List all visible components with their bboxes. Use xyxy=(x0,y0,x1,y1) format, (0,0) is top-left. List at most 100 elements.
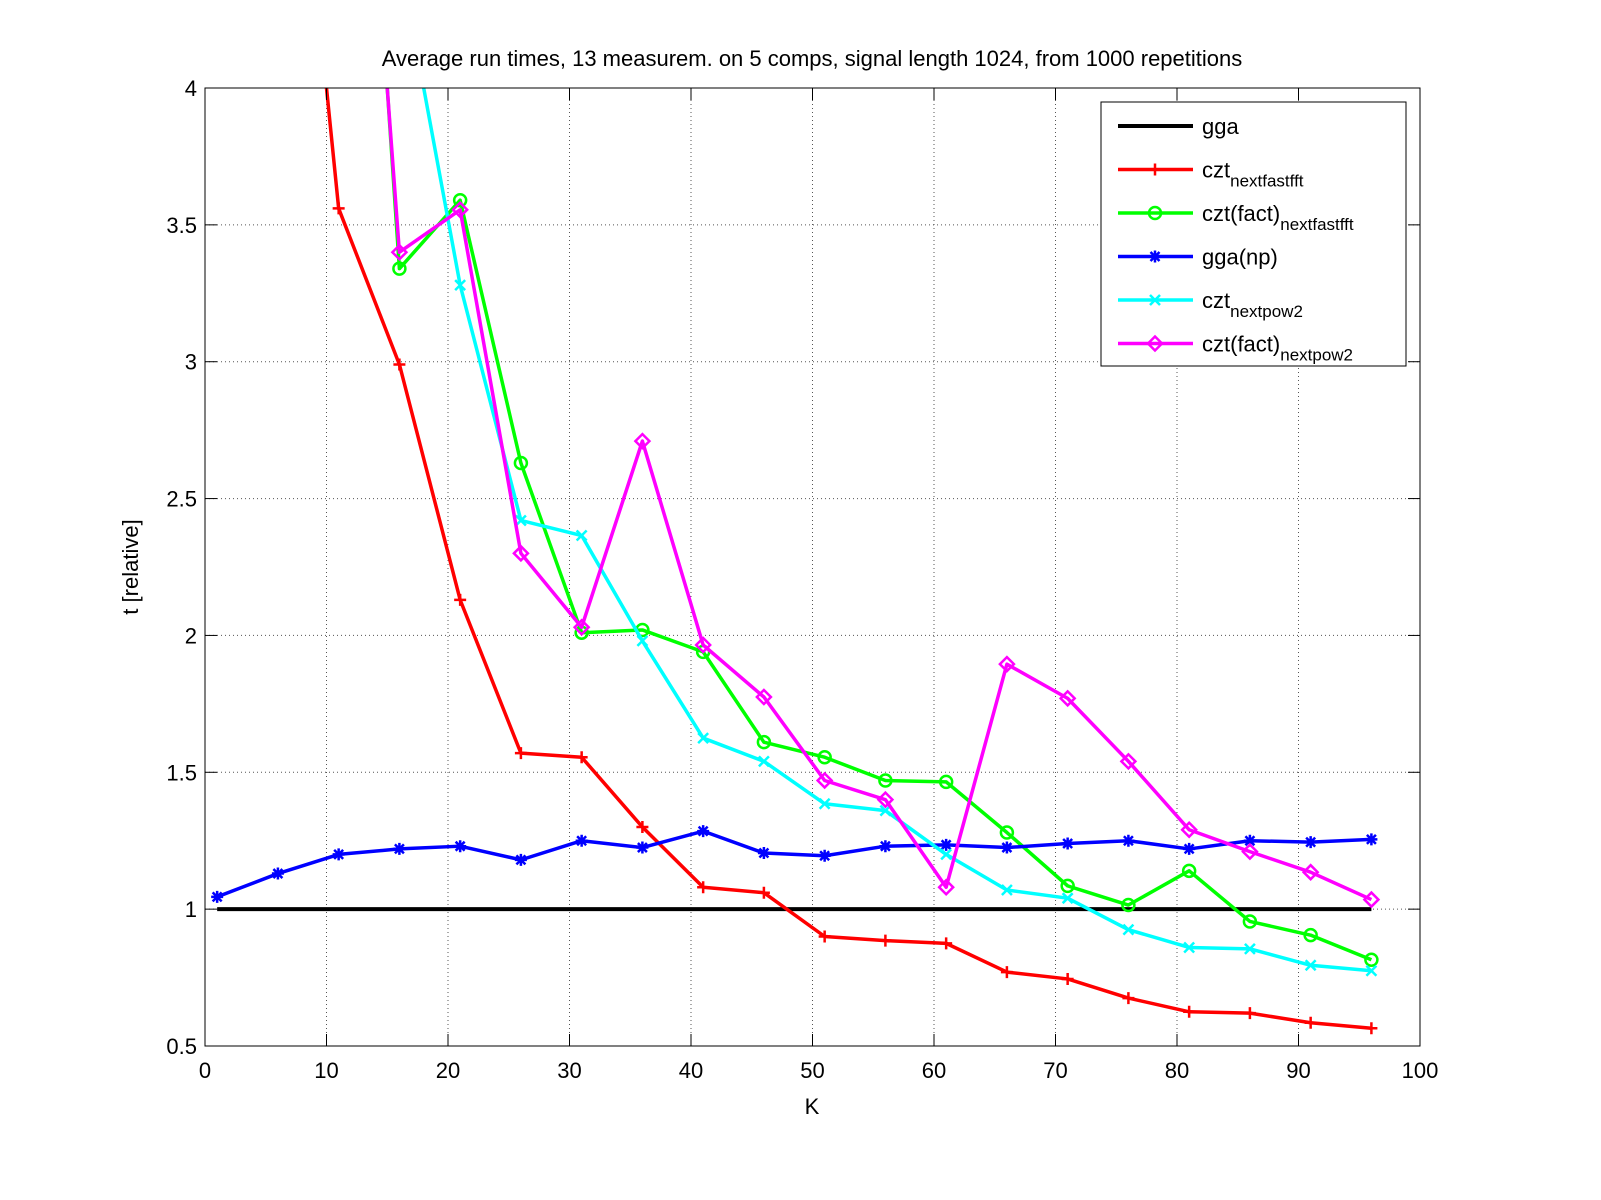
legend-subscript: nextpow2 xyxy=(1280,346,1353,365)
marker-x xyxy=(515,514,527,527)
marker-diamond xyxy=(1362,890,1381,909)
marker-asterisk xyxy=(1000,841,1013,854)
y-tick-label: 4 xyxy=(185,76,197,101)
y-axis-label: t [relative] xyxy=(118,519,143,614)
marker-asterisk xyxy=(1243,834,1256,847)
marker-plus xyxy=(879,934,892,947)
legend-name: gga(np) xyxy=(1202,245,1278,270)
marker-circle xyxy=(1303,927,1318,943)
marker-asterisk xyxy=(1304,836,1317,849)
legend-subscript: nextfastfft xyxy=(1280,215,1354,234)
x-tick-label: 30 xyxy=(557,1058,581,1083)
marker-x xyxy=(940,848,953,861)
marker-circle xyxy=(1060,878,1075,894)
y-tick-label: 2.5 xyxy=(166,487,197,512)
marker-x xyxy=(1244,942,1256,955)
marker-plus xyxy=(1304,1016,1317,1029)
marker-asterisk xyxy=(332,848,345,861)
marker-circle xyxy=(1181,863,1197,879)
marker-x xyxy=(636,635,649,647)
marker-plus xyxy=(940,937,953,950)
marker-plus xyxy=(1243,1007,1256,1020)
marker-x xyxy=(1149,294,1161,306)
marker-circle xyxy=(999,825,1015,840)
marker-plus xyxy=(1365,1022,1378,1035)
marker-diamond xyxy=(1241,842,1259,861)
marker-x xyxy=(575,529,588,542)
marker-plus xyxy=(636,821,649,834)
x-tick-label: 50 xyxy=(800,1058,824,1083)
marker-circle xyxy=(1121,897,1136,913)
marker-plus xyxy=(818,930,831,943)
legend-label: czt(fact)nextfastfft xyxy=(1202,201,1354,234)
marker-x xyxy=(818,797,831,810)
marker-asterisk xyxy=(1061,837,1074,850)
marker-diamond xyxy=(1180,820,1198,839)
legend-subscript: nextfastfft xyxy=(1230,172,1304,191)
marker-asterisk xyxy=(636,841,649,854)
series-line xyxy=(421,88,1372,973)
legend-name: czt(fact) xyxy=(1202,201,1280,226)
marker-x xyxy=(1001,884,1013,896)
marker-diamond xyxy=(998,655,1016,673)
marker-diamond xyxy=(633,432,652,450)
x-tick-label: 70 xyxy=(1043,1058,1067,1083)
legend: ggacztnextfastfftczt(fact)nextfastfftgga… xyxy=(1100,101,1407,367)
marker-asterisk xyxy=(575,834,588,847)
marker-x xyxy=(1122,923,1135,936)
x-tick-label: 60 xyxy=(922,1058,946,1083)
marker-plus xyxy=(575,751,588,764)
marker-asterisk xyxy=(271,867,284,880)
marker-plus xyxy=(757,886,770,899)
marker-plus xyxy=(697,881,710,894)
marker-asterisk xyxy=(757,847,770,860)
marker-diamond xyxy=(512,544,530,563)
legend-label: cztnextpow2 xyxy=(1202,288,1303,321)
series-line xyxy=(385,88,1373,902)
marker-circle xyxy=(756,734,772,750)
legend-label: czt(fact)nextpow2 xyxy=(1202,332,1353,365)
marker-plus xyxy=(1149,163,1161,176)
legend-name: czt xyxy=(1202,288,1230,313)
marker-circle xyxy=(1364,952,1379,968)
marker-plus xyxy=(1000,966,1013,979)
legend-label: gga xyxy=(1202,114,1239,139)
marker-asterisk xyxy=(1122,834,1135,847)
marker-circle xyxy=(392,261,407,276)
marker-circle xyxy=(513,455,529,471)
legend-subscript: nextpow2 xyxy=(1230,302,1303,321)
legend-label: cztnextfastfft xyxy=(1202,158,1304,191)
marker-asterisk xyxy=(514,853,527,866)
marker-diamond xyxy=(1301,863,1320,881)
marker-circle xyxy=(1242,914,1258,929)
marker-plus xyxy=(393,358,406,371)
marker-circle xyxy=(878,773,893,788)
marker-asterisk xyxy=(393,842,406,855)
chart-title: Average run times, 13 measurem. on 5 com… xyxy=(382,46,1243,71)
legend-label: gga(np) xyxy=(1202,245,1278,270)
marker-diamond xyxy=(937,878,955,897)
marker-asterisk xyxy=(697,825,710,838)
marker-circle xyxy=(938,774,954,790)
plot xyxy=(211,88,1381,1035)
legend-name: czt xyxy=(1202,158,1230,183)
y-tick-label: 3 xyxy=(185,350,197,375)
x-axis-label: K xyxy=(805,1094,820,1119)
marker-asterisk xyxy=(940,838,953,851)
marker-diamond xyxy=(572,618,591,636)
marker-diamond xyxy=(390,243,409,261)
marker-plus xyxy=(454,593,467,606)
marker-x xyxy=(758,755,770,768)
series-line xyxy=(385,88,1373,962)
marker-asterisk xyxy=(211,890,224,903)
marker-x xyxy=(1061,892,1074,905)
x-tick-label: 90 xyxy=(1286,1058,1310,1083)
marker-plus xyxy=(1183,1005,1196,1018)
marker-plus xyxy=(1122,992,1135,1005)
marker-asterisk xyxy=(1149,250,1161,263)
marker-plus xyxy=(1061,972,1074,985)
y-tick-label: 2 xyxy=(185,623,197,648)
marker-asterisk xyxy=(1365,833,1378,846)
